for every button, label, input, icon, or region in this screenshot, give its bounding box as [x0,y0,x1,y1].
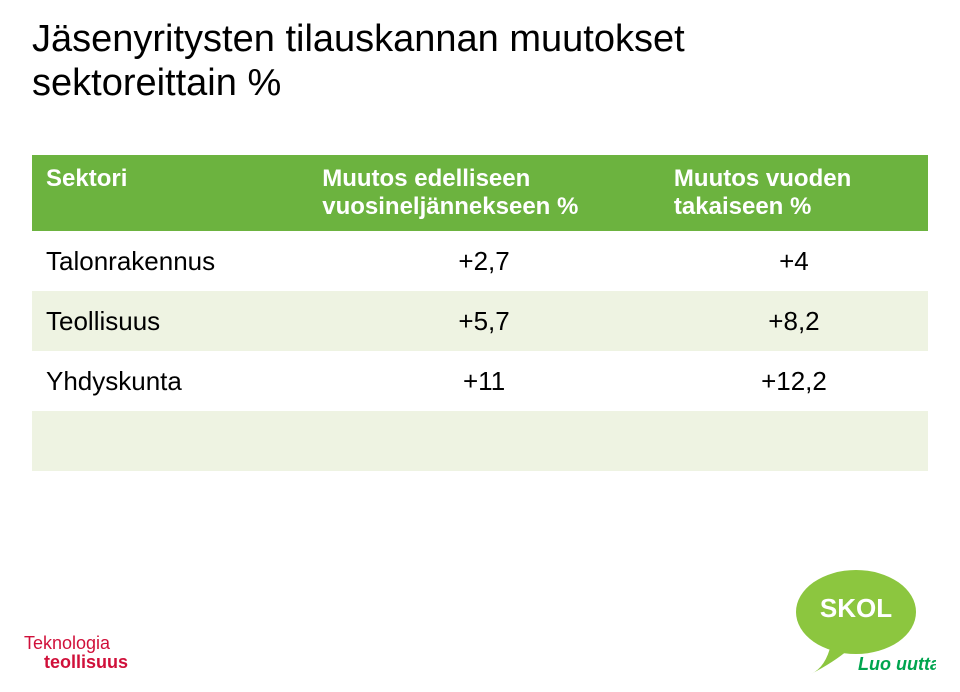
skol-name: SKOL [820,593,892,623]
cell-sector: Yhdyskunta [32,351,308,411]
col-header-sector: Sektori [32,155,308,231]
cell-quarter: +2,7 [308,231,660,291]
table-row: Yhdyskunta +11 +12,2 [32,351,928,411]
slide-title: Jäsenyritysten tilauskannan muutokset se… [32,18,685,105]
cell-year [660,411,928,471]
data-table: Sektori Muutos edelliseen vuosineljännek… [32,155,928,471]
logo-line-2: teollisuus [44,653,128,672]
skol-logo: SKOL Luo uutta. [776,562,936,682]
table-row [32,411,928,471]
table-row: Teollisuus +5,7 +8,2 [32,291,928,351]
table-header-row: Sektori Muutos edelliseen vuosineljännek… [32,155,928,231]
table-row: Talonrakennus +2,7 +4 [32,231,928,291]
cell-quarter: +11 [308,351,660,411]
cell-sector: Teollisuus [32,291,308,351]
cell-year: +8,2 [660,291,928,351]
title-line-1: Jäsenyritysten tilauskannan muutokset [32,18,685,60]
cell-quarter [308,411,660,471]
logo-line-1: Teknologia [24,634,128,653]
cell-sector [32,411,308,471]
col-header-quarter: Muutos edelliseen vuosineljännekseen % [308,155,660,231]
cell-quarter: +5,7 [308,291,660,351]
cell-year: +12,2 [660,351,928,411]
slide: Jäsenyritysten tilauskannan muutokset se… [0,0,960,692]
skol-tagline: Luo uutta. [858,654,936,674]
teknologiateollisuus-logo: Teknologia teollisuus [24,634,128,672]
cell-sector: Talonrakennus [32,231,308,291]
col-header-year: Muutos vuoden takaiseen % [660,155,928,231]
cell-year: +4 [660,231,928,291]
title-line-2: sektoreittain % [32,62,281,104]
